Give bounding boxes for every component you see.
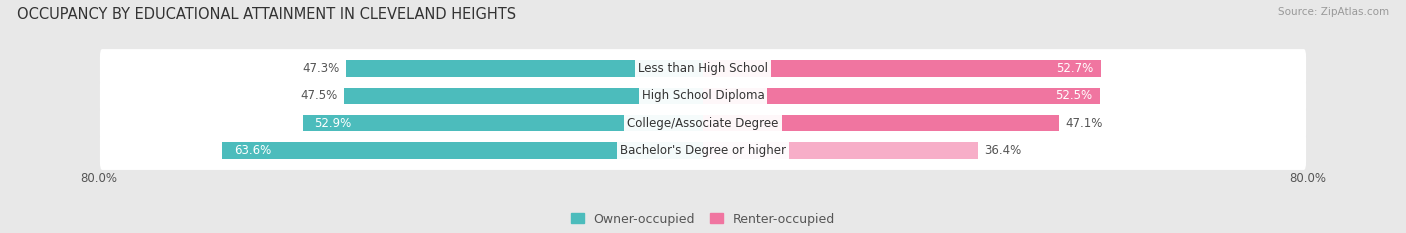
Text: 52.9%: 52.9% (315, 116, 352, 130)
Legend: Owner-occupied, Renter-occupied: Owner-occupied, Renter-occupied (571, 212, 835, 226)
Bar (703, 61, 1101, 77)
FancyBboxPatch shape (100, 49, 1306, 89)
Bar (222, 142, 703, 158)
FancyBboxPatch shape (100, 130, 1306, 170)
Text: 47.3%: 47.3% (302, 62, 339, 75)
Bar (703, 142, 979, 158)
Text: 52.5%: 52.5% (1054, 89, 1092, 103)
Bar (703, 115, 1059, 131)
Text: 47.5%: 47.5% (301, 89, 337, 103)
Text: 36.4%: 36.4% (984, 144, 1021, 157)
Text: 47.1%: 47.1% (1064, 116, 1102, 130)
Text: Bachelor's Degree or higher: Bachelor's Degree or higher (620, 144, 786, 157)
Bar (346, 61, 703, 77)
Text: 52.7%: 52.7% (1056, 62, 1094, 75)
Text: OCCUPANCY BY EDUCATIONAL ATTAINMENT IN CLEVELAND HEIGHTS: OCCUPANCY BY EDUCATIONAL ATTAINMENT IN C… (17, 7, 516, 22)
FancyBboxPatch shape (100, 76, 1306, 116)
Bar (304, 115, 703, 131)
Text: College/Associate Degree: College/Associate Degree (627, 116, 779, 130)
Bar (703, 88, 1099, 104)
Text: 63.6%: 63.6% (233, 144, 271, 157)
FancyBboxPatch shape (100, 103, 1306, 143)
Text: Source: ZipAtlas.com: Source: ZipAtlas.com (1278, 7, 1389, 17)
Text: High School Diploma: High School Diploma (641, 89, 765, 103)
Text: Less than High School: Less than High School (638, 62, 768, 75)
Bar (344, 88, 703, 104)
